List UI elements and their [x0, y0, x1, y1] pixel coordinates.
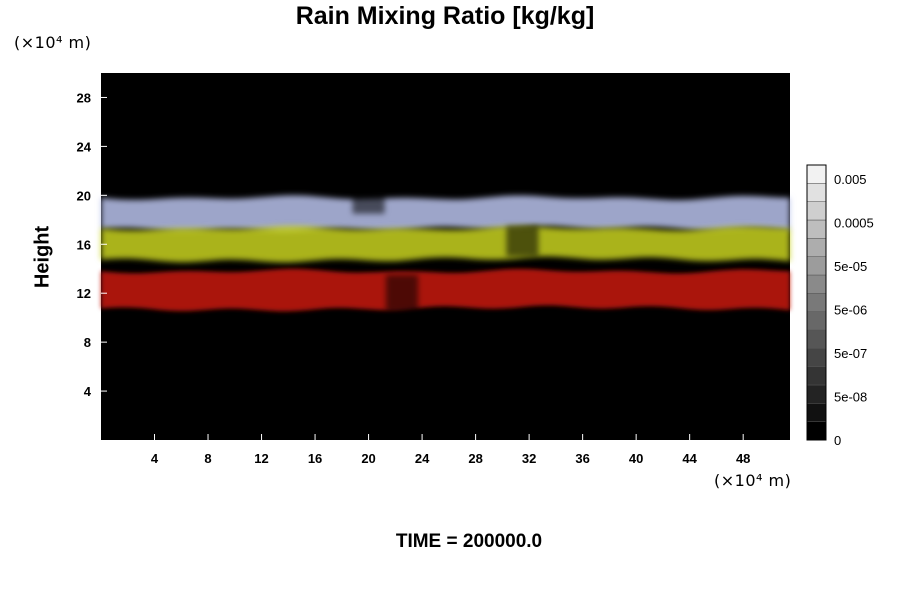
chart-title: Rain Mixing Ratio [kg/kg] — [295, 2, 595, 30]
colorbar-swatch — [806, 164, 827, 184]
colorbar-label: 5e-05 — [834, 259, 867, 274]
y-tick-label: 24 — [77, 139, 92, 154]
colorbar-swatch — [806, 366, 827, 386]
x-tick-label: 4 — [151, 451, 159, 466]
colorbar-label: 0 — [834, 433, 841, 448]
colorbar-swatch — [806, 183, 827, 202]
field-gaps — [352, 189, 539, 312]
y-axis-unit-label: (×10⁴ m) — [14, 33, 92, 52]
field-layer-lower — [101, 268, 790, 312]
colorbar-swatch — [806, 329, 827, 349]
x-tick-label: 16 — [308, 451, 322, 466]
x-tick-label: 36 — [575, 451, 589, 466]
colorbar-swatch — [806, 256, 827, 276]
y-tick-label: 20 — [77, 188, 91, 203]
x-tick-label: 8 — [204, 451, 211, 466]
y-tick-label: 16 — [77, 237, 91, 252]
x-tick-label: 40 — [629, 451, 643, 466]
x-tick-label: 28 — [468, 451, 482, 466]
colorbar-label: 5e-06 — [834, 303, 867, 318]
colorbar-swatch — [806, 274, 827, 294]
field-layer-upper — [101, 195, 790, 232]
colorbar-swatch — [806, 421, 827, 441]
x-tick-label: 44 — [682, 451, 697, 466]
field-layer-middle — [101, 226, 790, 263]
colorbar-label: 0.0005 — [834, 216, 874, 231]
colorbar-label: 0.005 — [834, 172, 867, 187]
x-tick-label: 20 — [361, 451, 375, 466]
x-tick-label: 12 — [254, 451, 268, 466]
y-tick-label: 4 — [84, 384, 92, 399]
colorbar-swatch — [806, 348, 827, 367]
colorbar-swatch — [806, 219, 827, 239]
colorbar-swatch — [806, 311, 827, 331]
colorbar-swatch — [806, 403, 827, 422]
colorbar-swatch — [806, 293, 827, 312]
colorbar-frame — [806, 164, 827, 441]
colorbar-swatch — [806, 238, 827, 257]
x-tick-label: 48 — [736, 451, 750, 466]
time-label: TIME = 200000.0 — [395, 531, 543, 552]
x-tick-label: 24 — [415, 451, 430, 466]
colorbar-swatch — [806, 384, 827, 404]
colorbar-swatch — [806, 201, 827, 221]
colorbar-label: 5e-08 — [834, 390, 867, 405]
y-tick-label: 8 — [84, 335, 91, 350]
y-tick-label: 12 — [77, 286, 91, 301]
x-axis-unit-label: (×10⁴ m) — [714, 471, 792, 490]
colorbar-label: 5e-07 — [834, 346, 867, 361]
y-tick-label: 28 — [77, 90, 91, 105]
x-tick-label: 32 — [522, 451, 536, 466]
